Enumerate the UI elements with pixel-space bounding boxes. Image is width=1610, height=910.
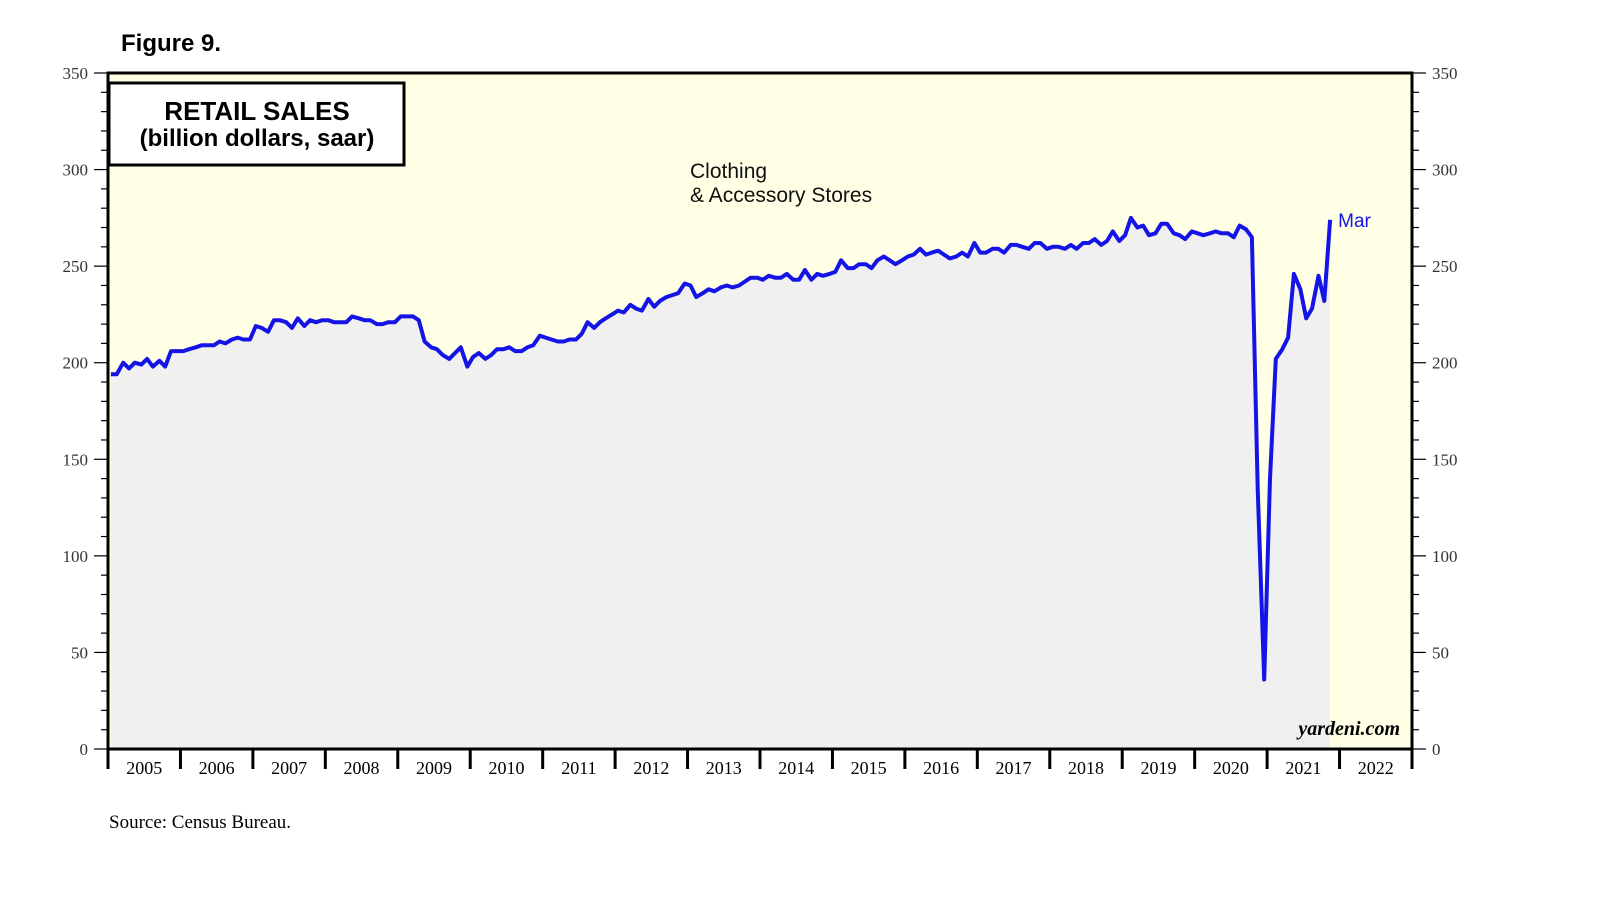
x-tick-label: 2015	[851, 758, 887, 778]
y-tick-label-left: 150	[63, 450, 89, 469]
x-tick-label: 2011	[561, 758, 596, 778]
last-point-label: Mar	[1338, 211, 1371, 232]
y-tick-label-left: 350	[63, 64, 89, 83]
title-box	[107, 81, 406, 167]
chart-title-box: RETAIL SALES (billion dollars, saar)	[107, 81, 406, 167]
x-tick-label: 2009	[416, 758, 452, 778]
area-under-line	[110, 217, 1331, 749]
x-tick-label: 2010	[488, 758, 524, 778]
y-tick-label-right: 200	[1432, 354, 1458, 373]
x-tick-label: 2014	[778, 758, 814, 778]
y-tick-label-right: 0	[1432, 740, 1441, 759]
y-tick-label-right: 250	[1432, 257, 1458, 276]
y-tick-label-right: 150	[1432, 450, 1458, 469]
x-tick-label: 2020	[1213, 758, 1249, 778]
x-tick-label: 2019	[1140, 758, 1176, 778]
x-tick-label: 2012	[633, 758, 669, 778]
figure-label: Figure 9.	[121, 30, 222, 57]
y-tick-label-left: 200	[63, 354, 89, 373]
series-line-clothing-accessory	[110, 215, 1333, 682]
series-label-line-1: Clothing	[690, 160, 767, 183]
y-tick-label-left: 100	[63, 547, 89, 566]
x-tick-label: 2006	[199, 758, 235, 778]
x-tick-label: 2005	[126, 758, 162, 778]
brand-watermark: yardeni.com	[1296, 718, 1400, 740]
x-tick-label: 2008	[344, 758, 380, 778]
y-tick-label-right: 100	[1432, 547, 1458, 566]
series-label-line-2: & Accessory Stores	[690, 184, 872, 207]
y-tick-label-left: 250	[63, 257, 89, 276]
y-tick-label-right: 300	[1432, 161, 1458, 180]
y-tick-label-left: 0	[80, 740, 89, 759]
source-note: Source: Census Bureau.	[109, 812, 292, 833]
x-tick-label: 2013	[706, 758, 742, 778]
x-tick-label: 2017	[996, 758, 1032, 778]
y-axis-left: 0 50 100 150 200 250 300 350	[63, 64, 108, 759]
chart-title: RETAIL SALES	[164, 96, 349, 126]
x-tick-label: 2007	[271, 758, 307, 778]
y-tick-label-right: 350	[1432, 64, 1458, 83]
chart-subtitle: (billion dollars, saar)	[140, 125, 375, 152]
x-axis: 2005 2006 2007 2008 2009 2010 2011 2012 2013 2014…	[106, 749, 1414, 778]
x-tick-label: 2022	[1358, 758, 1394, 778]
y-axis-right: 0 50 100 150 200 250 300 350	[1412, 64, 1458, 759]
y-tick-label-left: 300	[63, 161, 89, 180]
y-tick-label-left: 50	[71, 643, 88, 662]
plot-frame	[106, 71, 1414, 751]
x-tick-label: 2021	[1285, 758, 1321, 778]
x-tick-label: 2018	[1068, 758, 1104, 778]
y-tick-label-right: 50	[1432, 643, 1449, 662]
x-tick-label: 2016	[923, 758, 959, 778]
